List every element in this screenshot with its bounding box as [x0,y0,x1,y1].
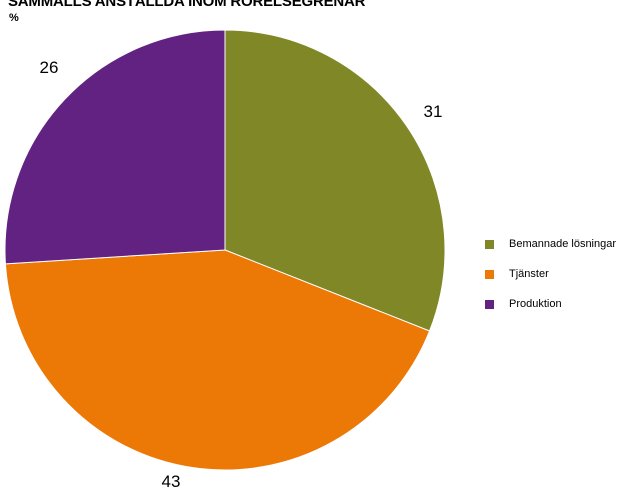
legend: Bemannade lösningar Tjänster Produktion [485,238,616,328]
pie-slice-bemannade-l-sningar [224,29,446,332]
legend-label: Tjänster [509,268,549,280]
legend-item-bemannade: Bemannade lösningar [485,238,616,251]
slice-value-label: 26 [40,58,59,77]
legend-item-tjanster: Tjänster [485,268,616,281]
pie-slice-produktion [4,29,226,265]
legend-item-produktion: Produktion [485,298,616,311]
pie-slice-tj-nster [4,249,431,471]
legend-swatch [485,270,494,279]
legend-swatch [485,240,494,249]
legend-label: Bemannade lösningar [509,238,617,250]
legend-swatch [485,300,494,309]
chart-title: SAMMALLS ANSTÄLLDA INOM RÖRELSEGRENAR [8,0,366,10]
slice-value-label: 43 [162,472,181,491]
unit-label: % [9,12,19,24]
legend-label: Produktion [509,298,562,310]
slice-value-label: 31 [424,102,443,121]
